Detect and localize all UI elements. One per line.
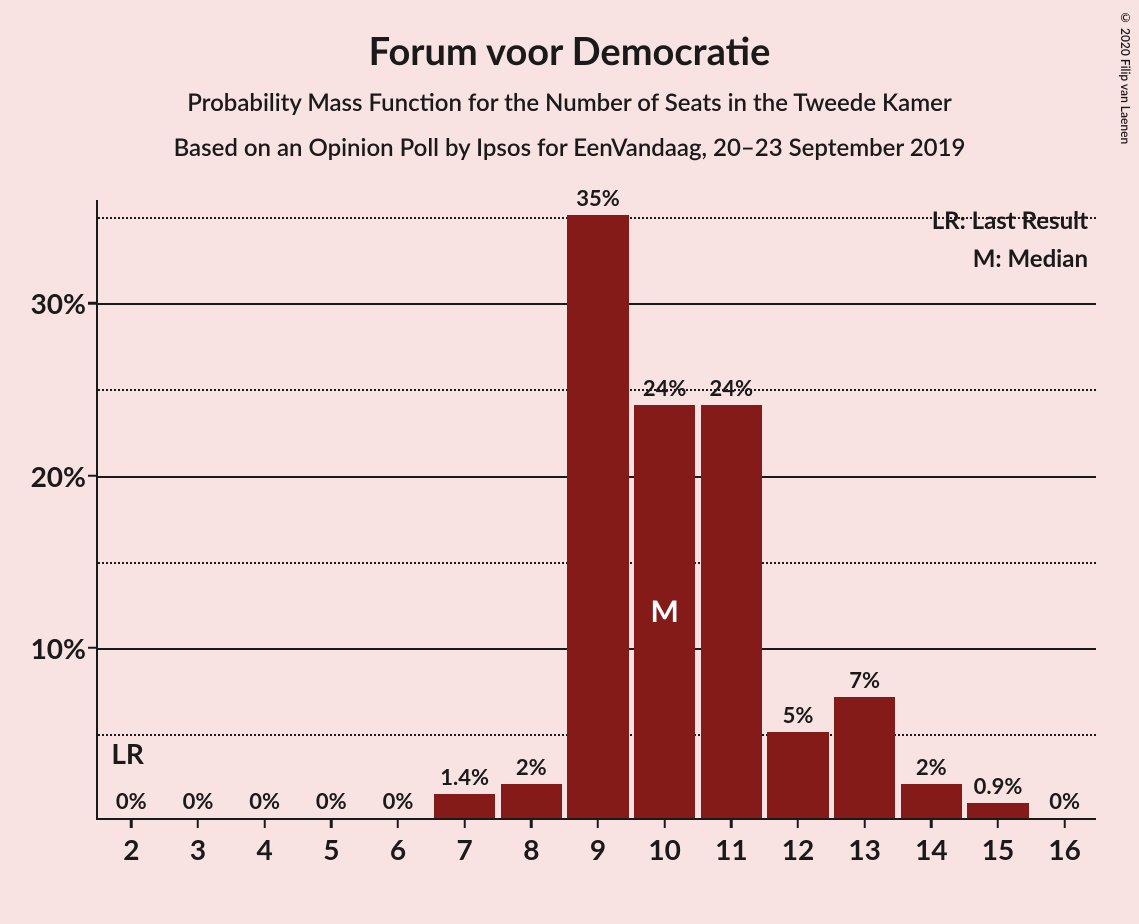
x-tick-label: 6	[390, 832, 406, 866]
bar-value-label: 0%	[316, 787, 347, 814]
bar: 5%	[767, 732, 828, 818]
bar-value-label: 0%	[249, 787, 280, 814]
bar: 7%	[834, 697, 895, 818]
bar-slot: 2%14	[898, 200, 965, 818]
x-tick-mark	[863, 818, 866, 828]
bar-value-label: 35%	[576, 184, 620, 211]
x-tick-mark	[730, 818, 733, 828]
bar-slot: 0%2	[98, 200, 165, 818]
bar-value-label: 24%	[710, 374, 754, 401]
copyright-text: © 2020 Filip van Laenen	[1118, 10, 1133, 144]
bar-slot: 0%4	[231, 200, 298, 818]
bar-slot: 0%3	[165, 200, 232, 818]
x-tick-label: 10	[648, 832, 680, 866]
y-tick-label: 10%	[31, 631, 98, 665]
bar-slot: 1.4%7	[431, 200, 498, 818]
x-tick-mark	[397, 818, 400, 828]
last-result-marker: LR	[111, 736, 144, 770]
bar-slot: 0%5	[298, 200, 365, 818]
bar-value-label: 5%	[783, 701, 814, 728]
x-tick-mark	[530, 818, 533, 828]
x-tick-label: 7	[457, 832, 473, 866]
bar-slot: 2%8	[498, 200, 565, 818]
bar-value-label: 0%	[183, 787, 214, 814]
x-tick-mark	[197, 818, 200, 828]
x-tick-mark	[263, 818, 266, 828]
x-tick-label: 3	[190, 832, 206, 866]
x-tick-label: 16	[1048, 832, 1080, 866]
x-tick-label: 12	[782, 832, 814, 866]
bar-slot: 24%11	[698, 200, 765, 818]
bar-value-label: 7%	[849, 666, 880, 693]
bar-value-label: 24%	[643, 374, 687, 401]
x-tick-mark	[130, 818, 133, 828]
bar-slot: 0.9%15	[965, 200, 1032, 818]
bar-value-label: 0%	[1049, 787, 1080, 814]
x-tick-label: 14	[915, 832, 947, 866]
x-tick-label: 13	[848, 832, 880, 866]
bar-value-label: 0%	[116, 787, 147, 814]
x-tick-mark	[330, 818, 333, 828]
x-tick-mark	[463, 818, 466, 828]
bar-value-label: 1.4%	[440, 763, 489, 790]
x-tick-mark	[1063, 818, 1066, 828]
bar: 1.4%	[434, 794, 495, 818]
y-tick-label: 30%	[31, 286, 98, 320]
x-tick-mark	[663, 818, 666, 828]
bar-slot: 5%12	[765, 200, 832, 818]
bar: 0.9%	[967, 803, 1028, 819]
bar: 24%M	[634, 405, 695, 818]
x-tick-label: 15	[982, 832, 1014, 866]
bar-slot: 0%6	[365, 200, 432, 818]
bar-value-label: 0%	[383, 787, 414, 814]
bar: 24%	[701, 405, 762, 818]
bar: 35%	[567, 215, 628, 818]
bar-value-label: 2%	[516, 753, 547, 780]
bar-value-label: 2%	[916, 753, 947, 780]
bar: 2%	[901, 784, 962, 818]
x-tick-label: 9	[590, 832, 606, 866]
x-tick-mark	[797, 818, 800, 828]
x-tick-label: 2	[123, 832, 139, 866]
bar-slot: 24%M10	[631, 200, 698, 818]
bar-slot: 0%16	[1031, 200, 1098, 818]
x-tick-label: 11	[715, 832, 747, 866]
bar-slot: 35%9	[565, 200, 632, 818]
bar-slot: 7%13	[831, 200, 898, 818]
bar: 2%	[501, 784, 562, 818]
median-marker: M	[650, 593, 678, 629]
x-tick-mark	[597, 818, 600, 828]
x-tick-mark	[930, 818, 933, 828]
bar-value-label: 0.9%	[974, 772, 1023, 799]
chart-subtitle-1: Probability Mass Function for the Number…	[0, 88, 1139, 117]
x-tick-label: 8	[523, 832, 539, 866]
x-tick-label: 4	[257, 832, 273, 866]
chart-plot-area: LR: Last Result M: Median 10%20%30%0%20%…	[96, 200, 1096, 820]
chart-subtitle-2: Based on an Opinion Poll by Ipsos for Ee…	[0, 133, 1139, 162]
x-tick-mark	[997, 818, 1000, 828]
y-tick-label: 20%	[31, 459, 98, 493]
chart-title: Forum voor Democratie	[0, 0, 1139, 74]
x-tick-label: 5	[323, 832, 339, 866]
